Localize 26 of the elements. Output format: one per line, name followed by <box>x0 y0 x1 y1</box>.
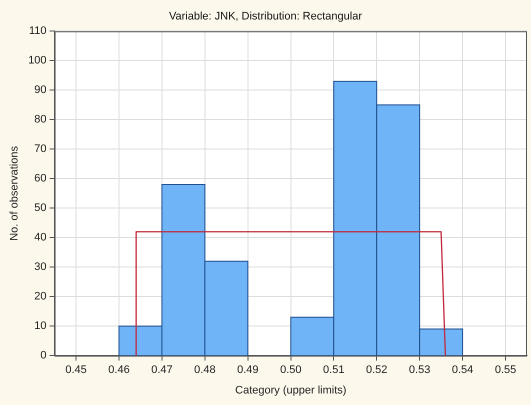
y-tick-label: 60 <box>34 172 47 185</box>
x-tick-label: 0.49 <box>237 364 259 376</box>
x-tick-label: 0.54 <box>452 364 474 376</box>
x-axis-title: Category (upper limits) <box>235 384 346 396</box>
y-tick-label: 20 <box>34 290 47 303</box>
y-axis-title: No. of observations <box>8 146 21 241</box>
x-tick-label: 0.53 <box>408 364 430 376</box>
y-tick-label: 70 <box>34 143 47 156</box>
y-tick-label: 10 <box>34 320 47 332</box>
x-tick-label: 0.55 <box>494 364 516 376</box>
y-tick-label: 30 <box>34 261 47 274</box>
x-tick-label: 0.52 <box>366 364 388 376</box>
y-tick-label: 90 <box>34 84 47 96</box>
x-tick-label: 0.46 <box>108 364 130 376</box>
y-tick-label: 0 <box>40 350 47 362</box>
y-tick-label: 40 <box>34 232 47 244</box>
x-tick-label: 0.45 <box>65 364 87 376</box>
y-tick-label: 80 <box>34 114 47 126</box>
y-tick-label: 110 <box>29 25 47 38</box>
x-tick-label: 0.47 <box>151 364 173 376</box>
y-tick-label: 50 <box>34 202 47 214</box>
y-tick-label: 100 <box>28 54 47 67</box>
x-tick-label: 0.48 <box>194 364 216 376</box>
x-tick-label: 0.50 <box>280 364 302 376</box>
chart-title: Variable: JNK, Distribution: Rectangular <box>169 10 362 23</box>
x-tick-label: 0.51 <box>323 364 344 376</box>
